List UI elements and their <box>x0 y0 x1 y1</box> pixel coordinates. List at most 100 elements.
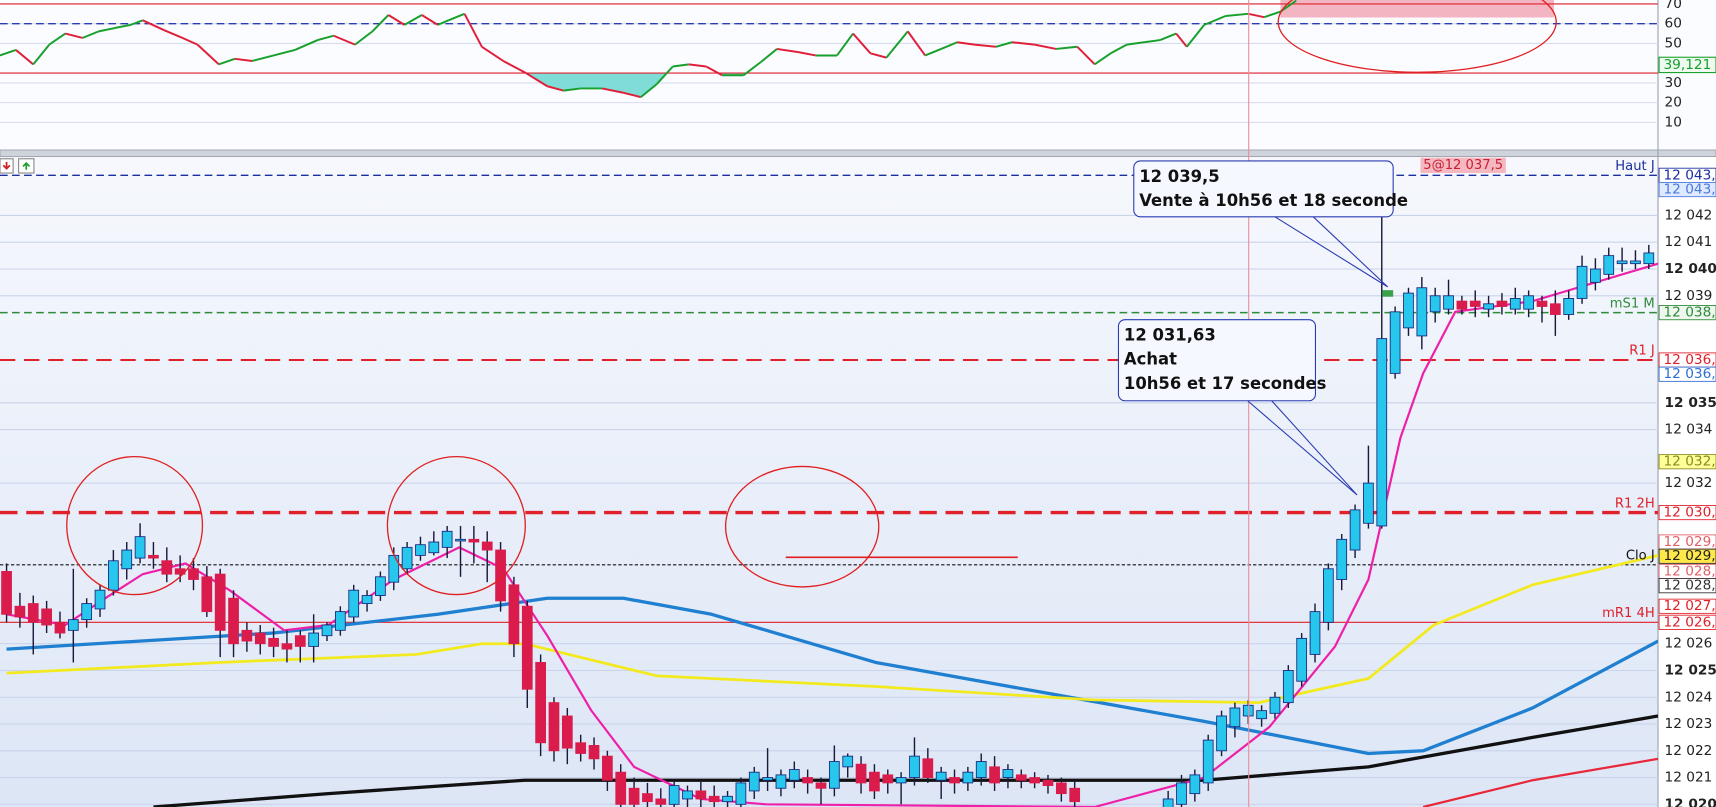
rsi-line <box>623 91 642 99</box>
candle-body <box>1189 774 1201 795</box>
rsi-line <box>1110 43 1128 55</box>
y-tick-label: 30 <box>1665 75 1682 91</box>
candle-body <box>975 761 987 778</box>
price-box-label: 12 029,3 <box>1663 548 1716 564</box>
rsi-line <box>1225 12 1249 17</box>
rsi-line <box>705 65 723 77</box>
candle-body <box>1376 338 1388 527</box>
rsi-line <box>234 57 253 62</box>
candle-body <box>1323 568 1334 623</box>
y-tick-label: 12 022 <box>1665 743 1713 759</box>
rsi-line <box>387 14 405 26</box>
rsi-line <box>437 19 449 26</box>
y-tick-label: 12 032 <box>1665 475 1713 491</box>
candle-body <box>348 589 360 618</box>
rsi-line <box>940 41 958 50</box>
candle-body <box>1256 710 1267 720</box>
rsi-line <box>98 27 115 33</box>
candle-body <box>161 560 173 575</box>
level-name: mS1 M <box>1610 296 1655 311</box>
rsi-line <box>1203 15 1226 26</box>
candle-body <box>495 549 506 602</box>
moving-average <box>6 596 1658 756</box>
rsi-line <box>502 60 527 74</box>
candle-body <box>1483 303 1494 310</box>
sell-icon <box>2 162 11 170</box>
price-box-label: 12 036,4 <box>1663 366 1716 382</box>
candle-body <box>54 621 66 634</box>
candle-body <box>361 595 373 605</box>
candle-body <box>628 787 640 805</box>
rsi-line <box>0 49 17 57</box>
axis-labels: 70 60 50 30 20 10 39,121 12 042 12 041 12 040 12 0… <box>1602 0 1716 807</box>
y-tick-label: 12 026 <box>1665 636 1713 652</box>
candle-body <box>1002 769 1014 778</box>
candle-body <box>294 635 306 647</box>
rsi-panel <box>0 0 1716 151</box>
candle-body <box>1229 707 1241 728</box>
y-tick-label: 50 <box>1665 35 1682 51</box>
price-box-label: 12 028,5 <box>1663 578 1716 594</box>
candle-body <box>14 605 26 618</box>
price-box <box>1658 598 1716 614</box>
candle-body <box>1630 260 1641 265</box>
rsi-line <box>196 43 220 66</box>
rsi-line <box>924 48 942 57</box>
annotation: 12 031,63 Achat 10h56 et 17 secondes <box>1117 319 1358 496</box>
candle-body <box>334 611 346 631</box>
candle-body <box>855 763 867 784</box>
y-tick-label: 70 <box>1665 0 1682 12</box>
y-tick-label: 12 021 <box>1665 770 1713 786</box>
rsi-line <box>354 30 373 46</box>
candle-body <box>108 560 119 591</box>
price-panel <box>0 156 1658 807</box>
rsi-line <box>563 87 581 92</box>
rsi-line <box>218 57 236 66</box>
rsi-line <box>547 85 564 92</box>
candle-body <box>214 573 226 631</box>
candle-body <box>1216 715 1227 752</box>
candle-body <box>882 774 894 784</box>
panel-divider <box>0 149 1716 158</box>
rsi-line <box>852 32 872 54</box>
candle-body <box>615 771 627 805</box>
order-label: 5@12 037,5 <box>1423 158 1503 173</box>
candle-body <box>1616 260 1628 265</box>
rsi-line <box>525 72 548 88</box>
candle-body <box>815 782 827 789</box>
candle-body <box>788 769 800 781</box>
rsi-line <box>672 63 689 68</box>
level-name: R1 J <box>1629 344 1655 359</box>
candle-body <box>909 755 920 778</box>
candle-body <box>441 530 453 548</box>
rsi-line <box>870 52 887 59</box>
y-tick-label: 12 020 <box>1665 796 1716 807</box>
candle-body <box>1176 782 1187 805</box>
candle-body <box>575 742 587 754</box>
candle-body <box>722 795 733 803</box>
candle-body <box>535 662 546 744</box>
rsi-line <box>130 19 144 26</box>
candle-body <box>748 771 760 792</box>
rsi-line <box>114 23 131 29</box>
moving-average <box>6 554 1658 704</box>
candle-body <box>134 536 146 559</box>
candle-body <box>602 755 613 781</box>
candle-body <box>1162 798 1174 807</box>
level-name: mR1 4H <box>1602 606 1655 621</box>
candle-body <box>1349 509 1361 551</box>
rsi-line <box>742 61 762 76</box>
level-name: Haut J <box>1615 159 1654 174</box>
candle-body <box>67 619 79 631</box>
candle-body <box>1309 611 1321 655</box>
candle-body <box>708 795 720 803</box>
candle-body <box>415 544 426 556</box>
oversold-area <box>0 73 1297 98</box>
candle-body <box>869 771 880 792</box>
candle-body <box>268 637 279 647</box>
candle-body <box>1429 295 1441 313</box>
y-tick-label: 12 023 <box>1665 716 1713 732</box>
candle-body <box>642 793 653 803</box>
candle-body <box>241 629 253 642</box>
